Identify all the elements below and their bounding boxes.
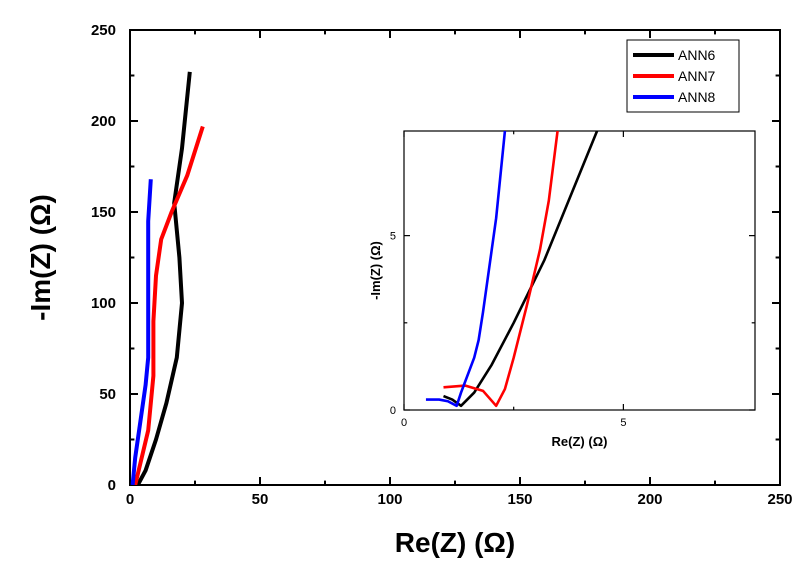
inset-plot-frame xyxy=(403,130,756,411)
main-y-tick-label: 200 xyxy=(91,113,116,130)
main-series-line-ann8 xyxy=(130,179,153,485)
main-x-tick-label: 150 xyxy=(507,491,532,508)
main-y-tick-label: 150 xyxy=(91,204,116,221)
main-x-tick-label: 250 xyxy=(767,491,792,508)
inset-x-axis-title: Re(Z) (Ω) xyxy=(552,434,608,449)
legend-label-ann7: ANN7 xyxy=(678,68,716,84)
main-x-tick-label: 50 xyxy=(252,491,269,508)
inset-series-line-ann8 xyxy=(425,131,507,408)
inset-plot: 0 5 0 5 Re(Z) (Ω) -Im(Z) (Ω) xyxy=(368,130,756,449)
legend-label-ann8: ANN8 xyxy=(678,89,716,105)
main-x-tick-label: 0 xyxy=(126,491,134,508)
main-x-axis-title: Re(Z) (Ω) xyxy=(395,527,515,558)
main-y-tick-label: 100 xyxy=(91,295,116,312)
inset-x-tick-label: 5 xyxy=(620,417,626,429)
inset-series-line-ann7 xyxy=(443,131,559,408)
inset-x-tick-label: 0 xyxy=(401,417,407,429)
main-x-tick-label: 100 xyxy=(377,491,402,508)
main-y-axis-title: -Im(Z) (Ω) xyxy=(25,194,56,321)
inset-y-tick-label: 0 xyxy=(390,405,396,417)
main-y-tick-label: 0 xyxy=(108,477,116,494)
main-y-tick-label: 50 xyxy=(99,386,116,403)
inset-series-line-ann6 xyxy=(443,131,599,408)
main-series-line-ann6 xyxy=(136,71,192,485)
inset-y-axis-title: -Im(Z) (Ω) xyxy=(368,241,383,300)
legend-label-ann6: ANN6 xyxy=(678,47,716,63)
main-x-tick-label: 200 xyxy=(637,491,662,508)
main-series-line-ann7 xyxy=(133,125,205,485)
inset-y-tick-label: 5 xyxy=(390,231,396,243)
main-y-tick-label: 250 xyxy=(91,22,116,39)
legend: ANN6 ANN7 ANN8 xyxy=(626,39,740,113)
